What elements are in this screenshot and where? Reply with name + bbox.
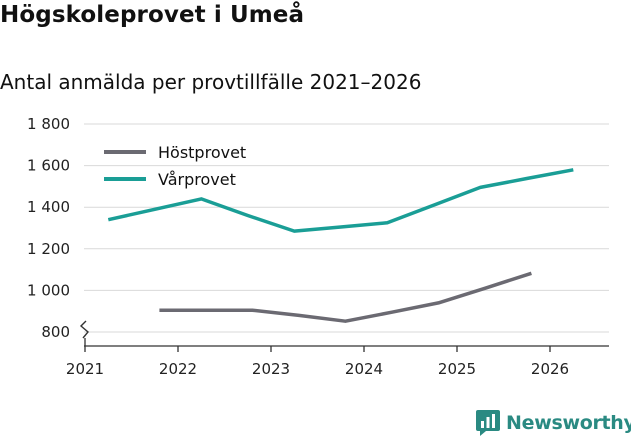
axis-break-mark bbox=[79, 320, 89, 339]
chart-subtitle: Antal anmälda per provtillfälle 2021–202… bbox=[0, 70, 422, 94]
legend-label: Vårprovet bbox=[158, 170, 236, 189]
series-lines bbox=[107, 168, 574, 323]
chart-title: Högskoleprovet i Umeå bbox=[0, 2, 305, 28]
y-tick-label: 1 200 bbox=[27, 240, 70, 258]
series-line-1 bbox=[107, 168, 574, 233]
y-tick-label: 800 bbox=[41, 323, 70, 341]
bar-chart-icon bbox=[476, 410, 500, 436]
y-tick-label: 1 800 bbox=[27, 115, 70, 133]
series-line-0 bbox=[159, 271, 532, 323]
y-tick-label: 1 000 bbox=[27, 281, 70, 299]
y-tick-label: 1 600 bbox=[27, 157, 70, 175]
x-axis: 2021 2022 2023 2024 2025 2026 bbox=[66, 320, 609, 378]
x-tick-label: 2025 bbox=[438, 360, 476, 378]
grid-lines bbox=[84, 123, 609, 333]
x-tick-label: 2023 bbox=[252, 360, 290, 378]
brand-name: Newsworthy bbox=[506, 412, 631, 434]
y-tick-label: 1 400 bbox=[27, 198, 70, 216]
x-tick-label: 2026 bbox=[531, 360, 569, 378]
legend-label: Höstprovet bbox=[158, 143, 246, 162]
x-tick-label: 2022 bbox=[159, 360, 197, 378]
x-tick-label: 2021 bbox=[66, 360, 104, 378]
y-axis: 800 1 000 1 200 1 400 1 600 1 800 bbox=[27, 115, 70, 341]
newsworthy-logo: Newsworthy bbox=[476, 408, 631, 438]
x-tick-label: 2024 bbox=[345, 360, 383, 378]
legend: Höstprovet Vårprovet bbox=[104, 143, 246, 189]
